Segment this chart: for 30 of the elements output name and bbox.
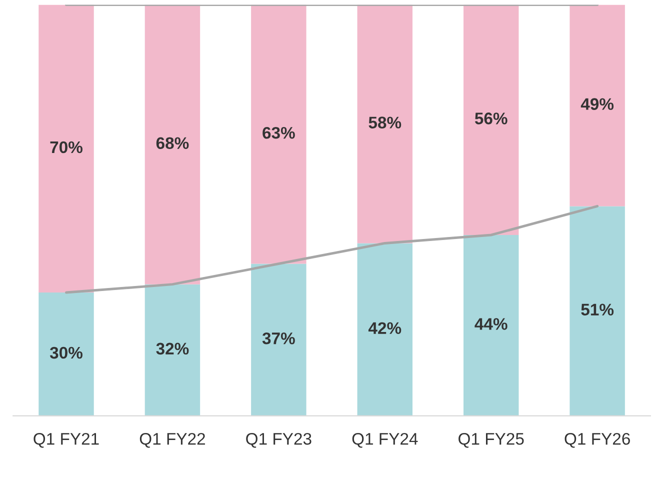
data-label: 68% <box>156 137 189 150</box>
bar <box>570 206 625 416</box>
data-label: 49% <box>580 98 614 110</box>
data-label: 37% <box>262 332 295 344</box>
bar <box>357 243 413 416</box>
data-label: 42% <box>368 322 402 334</box>
bar <box>357 4 413 244</box>
data-label: 32% <box>156 342 189 355</box>
x-tick-label: Q1 FY26 <box>564 432 630 448</box>
data-label: 30% <box>50 346 82 359</box>
bar <box>463 4 519 235</box>
bar <box>38 292 94 416</box>
data-label: 56% <box>474 112 508 124</box>
bar <box>144 4 200 284</box>
data-label: 70% <box>50 141 82 154</box>
data-label: 44% <box>474 318 508 330</box>
data-label: 63% <box>262 126 295 139</box>
data-label: 51% <box>581 304 614 316</box>
x-tick-label: Q1 FY24 <box>352 432 418 448</box>
x-tick-label: Q1 FY21 <box>34 432 99 448</box>
bar <box>144 284 200 416</box>
bar <box>251 4 306 264</box>
bar <box>38 4 94 293</box>
bar <box>251 264 306 416</box>
data-label: 58% <box>368 116 402 128</box>
x-tick-label: Q1 FY25 <box>458 432 524 448</box>
bar <box>570 4 625 206</box>
bar <box>463 234 519 416</box>
x-tick-label: Q1 FY23 <box>246 432 312 448</box>
x-tick-label: Q1 FY22 <box>140 432 205 448</box>
